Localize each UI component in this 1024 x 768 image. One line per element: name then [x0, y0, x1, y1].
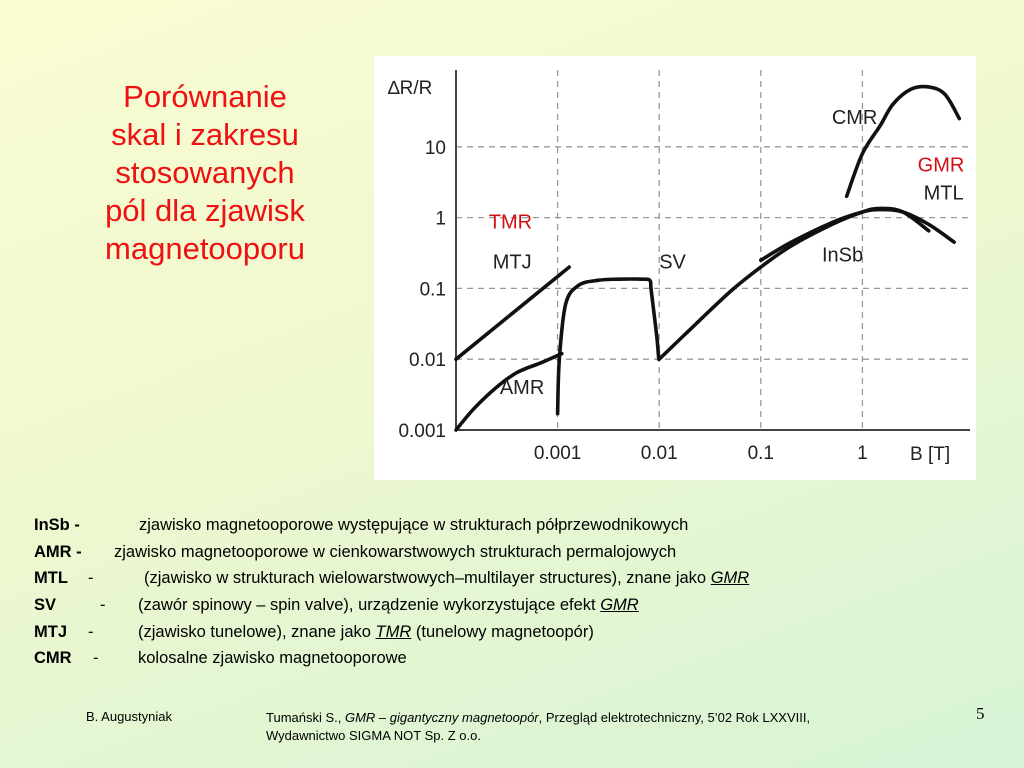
- legend-desc: (zjawisko tunelowe), znane jako TMR (tun…: [138, 619, 594, 645]
- footer-author: B. Augustyniak: [86, 709, 172, 724]
- legend-dash: -: [88, 569, 94, 588]
- y-tick-label: 0.1: [420, 279, 446, 300]
- slide-title: Porównanie skal i zakresu stosowanych pó…: [40, 78, 370, 268]
- title-line: Porównanie: [123, 79, 287, 114]
- ref-author: Tumański S.,: [266, 710, 345, 725]
- x-tick-label: 1: [857, 443, 868, 464]
- legend-emphasis: TMR: [375, 622, 412, 641]
- y-tick-label: 1: [435, 209, 446, 230]
- series-cmr-line: [844, 84, 962, 199]
- title-line: pól dla zjawisk: [105, 193, 305, 228]
- axes: 0.001 0.01 0.1 1 0.001 0.01 0.1 1 10 ∆R/R B [T]: [388, 70, 970, 465]
- legend-row: AMR - zjawisko magnetooporowe w cienkowa…: [34, 539, 994, 566]
- title-line: skal i zakresu: [111, 117, 299, 152]
- x-axis-label: B [T]: [910, 444, 950, 465]
- labels: CMR GMR MTL TMR MTJ SV InSb AMR: [489, 107, 965, 399]
- legend-term: SV: [34, 596, 57, 615]
- series-insb-line: [657, 206, 931, 361]
- x-tick-label: 0.1: [748, 443, 774, 464]
- annotation-gmr: GMR: [918, 154, 965, 176]
- y-axis-label: ∆R/R: [388, 78, 432, 99]
- legend-desc-text: (zjawisko w strukturach wielowarstwowych…: [144, 569, 711, 588]
- legend-dash: -: [100, 596, 106, 615]
- ref-title: GMR – gigantyczny magnetoopór: [344, 710, 539, 725]
- legend-row: MTJ - (zjawisko tunelowe), znane jako TM…: [34, 619, 994, 646]
- series-mtj-line: [454, 265, 571, 361]
- title-line: magnetooporu: [105, 231, 305, 266]
- series-amr-line: [454, 351, 564, 432]
- annotation-cmr: CMR: [832, 107, 878, 129]
- legend-term: MTJ: [34, 622, 67, 641]
- annotation-sv: SV: [659, 252, 686, 274]
- legend-desc-text: (zawór spinowy – spin valve), urządzenie…: [138, 596, 601, 615]
- y-tick-label: 10: [425, 138, 446, 159]
- ref-rest: , Przegląd elektrotechniczny, 5’02 Rok L…: [538, 710, 811, 725]
- series-group: [454, 84, 962, 432]
- annotation-mtj: MTJ: [493, 252, 532, 274]
- legend-row: MTL - (zjawisko w strukturach wielowarst…: [34, 565, 994, 592]
- legend-desc: zjawisko magnetooporowe występujące w st…: [139, 516, 689, 534]
- legend-row: SV - (zawór spinowy – spin valve), urząd…: [34, 592, 994, 619]
- magnetoresistance-chart: 0.001 0.01 0.1 1 0.001 0.01 0.1 1 10 ∆R/R B [T] CM…: [388, 70, 970, 465]
- legend-term: InSb -: [34, 516, 80, 534]
- footer-reference: Tumański S., GMR – gigantyczny magnetoop…: [266, 709, 946, 745]
- legend-emphasis: GMR: [710, 569, 750, 588]
- chart-panel: 0.001 0.01 0.1 1 0.001 0.01 0.1 1 10 ∆R/R B [T] CM…: [374, 56, 976, 480]
- legend-desc-text: (tunelowy magnetoopór): [411, 622, 594, 641]
- series-mtl-line: [759, 207, 956, 263]
- page-number: 5: [976, 704, 985, 723]
- legend-desc-text: (zjawisko tunelowe), znane jako: [138, 622, 376, 641]
- legend-row: CMR - kolosalne zjawisko magnetooporowe: [34, 645, 994, 672]
- legend-row: InSb - zjawisko magnetooporowe występują…: [34, 512, 994, 539]
- annotation-tmr: TMR: [489, 212, 532, 234]
- annotation-amr: AMR: [500, 377, 544, 399]
- x-tick-label: 0.01: [641, 443, 678, 464]
- ref-line2: Wydawnictwo SIGMA NOT Sp. Z o.o.: [266, 728, 481, 743]
- x-tick-label: 0.001: [534, 443, 582, 464]
- y-tick-label: 0.001: [398, 421, 446, 442]
- y-tick-label: 0.01: [409, 350, 446, 371]
- legend-term: MTL: [34, 569, 68, 588]
- legend-desc: kolosalne zjawisko magnetooporowe: [138, 649, 407, 668]
- legend-desc: (zjawisko w strukturach wielowarstwowych…: [144, 565, 749, 591]
- legend-dash: -: [93, 649, 99, 668]
- legend-desc: zjawisko magnetooporowe w cienkowarstwow…: [114, 542, 677, 561]
- legend: InSb - zjawisko magnetooporowe występują…: [34, 512, 994, 672]
- annotation-mtl: MTL: [924, 183, 964, 205]
- legend-term: AMR -: [34, 542, 82, 561]
- grid: [456, 70, 970, 431]
- title-line: stosowanych: [115, 155, 295, 190]
- annotation-insb: InSb: [822, 244, 863, 266]
- legend-desc: (zawór spinowy – spin valve), urządzenie…: [138, 592, 639, 618]
- legend-emphasis: GMR: [600, 596, 639, 615]
- legend-term: CMR: [34, 649, 72, 668]
- series-sv-line: [555, 277, 661, 416]
- legend-dash: -: [88, 622, 94, 641]
